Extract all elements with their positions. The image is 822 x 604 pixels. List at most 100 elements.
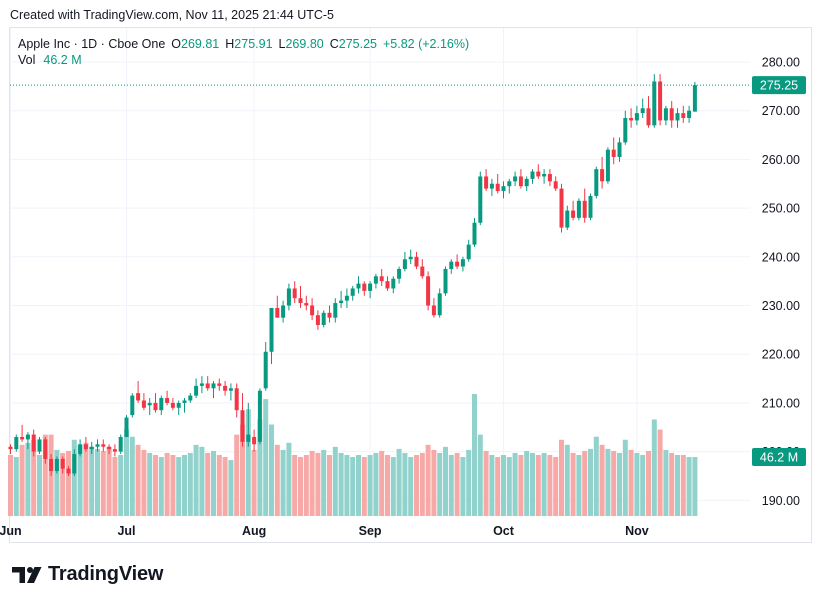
volume-bar [89, 446, 95, 516]
tradingview-brand-name: TradingView [48, 563, 164, 585]
candle-body [176, 402, 181, 408]
price-tick-label: 280.00 [762, 56, 800, 70]
candle [211, 380, 216, 399]
volume-bar [356, 455, 361, 516]
candle-body [565, 210, 570, 228]
candle-body [31, 434, 36, 452]
volume-bar [524, 450, 530, 516]
candle-body [629, 118, 634, 121]
candle [43, 436, 48, 464]
candle [530, 169, 535, 184]
candle-body [199, 383, 204, 386]
candle [495, 174, 500, 194]
volume-bar [60, 452, 66, 516]
volume-bar [506, 457, 512, 516]
candle-body [188, 395, 193, 401]
candle-body [95, 444, 100, 447]
tradingview-logo[interactable]: TradingView [12, 563, 163, 586]
candle-body [25, 434, 30, 440]
candle-body [588, 195, 593, 218]
volume-bar [135, 444, 141, 516]
volume-badge [752, 448, 806, 467]
volume-bar [205, 452, 211, 516]
candle-body [408, 256, 413, 260]
candle-body [310, 305, 315, 316]
candle-body [269, 307, 274, 352]
volume-bar [588, 448, 593, 516]
open-label: O [171, 37, 182, 51]
candle [194, 378, 199, 399]
candle-body [37, 439, 42, 452]
volume-value: 46.2 M [43, 53, 82, 67]
volume-bar [332, 446, 338, 516]
symbol-title[interactable]: Apple Inc · 1D · Cboe One [18, 37, 166, 51]
volume-label[interactable]: Vol [18, 53, 36, 67]
candle-body [466, 244, 471, 260]
candle-body [379, 276, 384, 282]
high-value: 275.91 [234, 37, 273, 51]
candle [368, 281, 373, 299]
volume-bar [675, 455, 680, 516]
volume-bar [309, 450, 315, 516]
volume-bar [385, 455, 390, 516]
candle-body [8, 446, 13, 450]
candle [217, 378, 222, 391]
candle-body [72, 454, 77, 474]
volume-bar [495, 457, 501, 516]
candle [78, 439, 83, 457]
candle-body [478, 176, 483, 223]
candle-body [559, 188, 564, 228]
candle-body [14, 436, 19, 450]
time-tick-label: Nov [625, 524, 649, 538]
candle-body [623, 118, 628, 143]
candle [246, 402, 251, 447]
volume-bar [234, 434, 240, 516]
candle [402, 251, 407, 272]
candle [356, 276, 361, 294]
price-tick-label: 240.00 [762, 250, 800, 264]
volume-bar [292, 455, 298, 516]
low-label: L [278, 37, 286, 51]
candle-body [281, 305, 286, 318]
volume-bar [541, 452, 547, 516]
candle [408, 249, 413, 265]
candle [652, 74, 657, 128]
candle-body [600, 169, 605, 182]
candle [339, 290, 344, 308]
price-axis[interactable]: 190.00200.00210.00220.00230.00240.00250.… [752, 56, 806, 508]
candle [292, 281, 297, 304]
candle [159, 395, 164, 416]
chart-frame[interactable] [9, 27, 812, 543]
candle [124, 415, 129, 437]
candle-body [576, 200, 581, 218]
candle [350, 286, 355, 301]
volume-bar [31, 439, 37, 516]
volume-bar [576, 455, 582, 516]
candle-body [147, 402, 152, 406]
candle-body [292, 288, 297, 299]
candle [188, 393, 193, 403]
candle [513, 171, 518, 187]
volume-bar [414, 455, 419, 516]
price-tick-label: 210.00 [762, 396, 800, 410]
high-label: H [225, 37, 235, 51]
candle [286, 283, 291, 311]
volume-bar [216, 455, 222, 516]
candle [611, 137, 616, 165]
candle-body [136, 393, 141, 401]
volume-bar [686, 457, 692, 516]
candle-body [66, 468, 71, 474]
volume-bar [77, 444, 83, 516]
time-axis[interactable]: Jun Jul Aug Sep Oct Nov [0, 524, 649, 538]
candle [321, 310, 326, 328]
candle-body [43, 439, 48, 459]
candle-body [368, 283, 373, 291]
candle-body [658, 81, 663, 121]
volume-bar [338, 452, 344, 516]
candle [8, 444, 13, 455]
candle-body [130, 395, 135, 416]
candle-body [339, 300, 344, 304]
candle-body [675, 113, 680, 121]
candle-body [275, 307, 280, 318]
